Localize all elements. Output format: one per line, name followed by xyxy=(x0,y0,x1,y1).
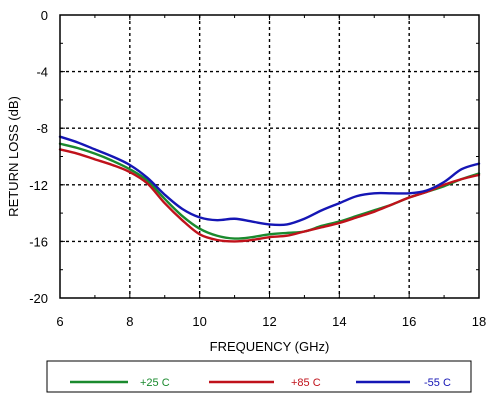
y-tick-labels: 0 -4 -8 -12 -16 -20 xyxy=(29,8,48,306)
x-tick-labels: 6 8 10 12 14 16 18 xyxy=(56,314,486,329)
y-tick-label: -4 xyxy=(36,65,48,80)
x-axis-title: FREQUENCY (GHz) xyxy=(210,339,330,354)
legend-label-2: -55 C xyxy=(424,377,451,389)
y-tick-label: 0 xyxy=(41,8,48,23)
x-tick-label: 8 xyxy=(126,314,133,329)
x-tick-label: 12 xyxy=(262,314,276,329)
y-tick-label: -8 xyxy=(36,121,48,136)
series-line-2 xyxy=(58,135,481,227)
x-tick-label: 10 xyxy=(192,314,206,329)
x-tick-label: 16 xyxy=(402,314,416,329)
axis-ticks xyxy=(59,14,480,299)
legend-label-0: +25 C xyxy=(140,377,170,389)
legend-label-1: +85 C xyxy=(291,377,321,389)
legend: +25 C +85 C -55 C xyxy=(70,377,451,389)
legend-box xyxy=(46,360,472,393)
series-lines xyxy=(58,135,481,243)
series-line-1 xyxy=(58,148,481,243)
y-tick-label: -12 xyxy=(29,178,48,193)
x-tick-label: 18 xyxy=(472,314,486,329)
y-tick-label: -20 xyxy=(29,291,48,306)
grid-lines xyxy=(60,15,479,298)
x-tick-label: 14 xyxy=(332,314,346,329)
y-tick-label: -16 xyxy=(29,234,48,249)
x-tick-label: 6 xyxy=(56,314,63,329)
y-axis-title: RETURN LOSS (dB) xyxy=(6,96,21,217)
